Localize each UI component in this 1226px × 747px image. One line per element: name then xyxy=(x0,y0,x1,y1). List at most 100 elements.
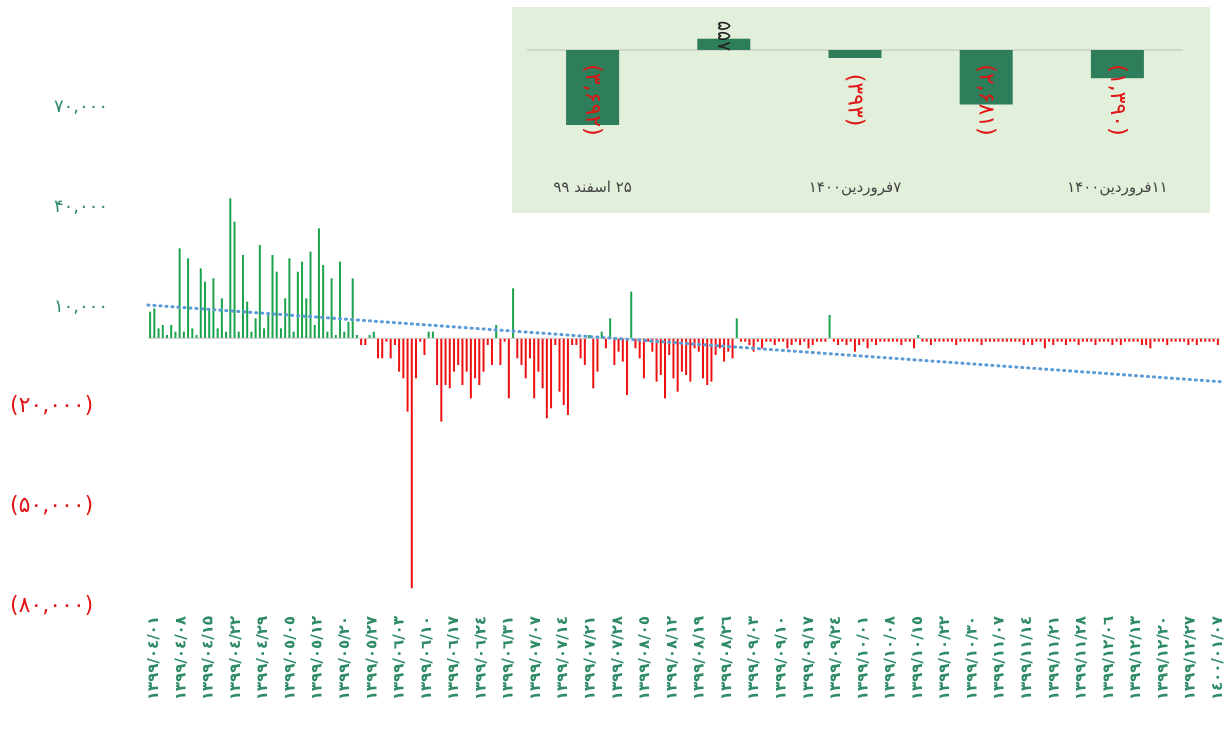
bar xyxy=(1132,338,1135,342)
bar xyxy=(803,338,806,342)
bar xyxy=(972,338,975,342)
bar xyxy=(1140,338,1143,345)
bar xyxy=(600,331,603,339)
bar xyxy=(828,315,831,339)
bar xyxy=(917,335,920,339)
bar xyxy=(469,338,472,399)
bar xyxy=(617,338,620,352)
x-tick-label: ۱۳۹۹/۰۹/۱۷ xyxy=(799,616,817,700)
inset-x-label: ۲۵ اسفند ۹۹ xyxy=(553,178,632,196)
bar xyxy=(465,338,468,372)
bar xyxy=(263,328,266,339)
bar xyxy=(351,278,354,339)
bar xyxy=(309,251,312,339)
bar xyxy=(621,338,624,362)
bar xyxy=(879,338,882,342)
bar xyxy=(1005,338,1008,342)
bar xyxy=(604,338,607,349)
bar xyxy=(427,331,430,339)
y-tick-label: (۵۰,۰۰۰) xyxy=(10,493,93,518)
bar xyxy=(1035,338,1038,342)
y-tick-label: (۸۰,۰۰۰) xyxy=(10,593,93,618)
bar xyxy=(339,261,342,339)
bar xyxy=(588,335,591,339)
bar xyxy=(203,281,206,339)
bar xyxy=(1048,338,1051,342)
bar xyxy=(448,338,451,389)
bar xyxy=(271,255,274,339)
bar xyxy=(689,338,692,382)
inset-x-label: ۷فروردین۱۴۰۰ xyxy=(809,178,902,196)
bar xyxy=(461,338,464,385)
bar xyxy=(1208,338,1211,342)
bar xyxy=(301,261,304,339)
bar xyxy=(1178,338,1181,342)
bar xyxy=(237,331,240,339)
bar xyxy=(773,338,776,345)
x-tick-label: ۱۳۹۹/۰٤/۰۱ xyxy=(144,616,162,700)
bar xyxy=(929,338,932,345)
inset-bar xyxy=(566,50,620,125)
bar xyxy=(1174,338,1177,342)
bar xyxy=(723,338,726,362)
bar xyxy=(706,338,709,385)
bar xyxy=(457,338,460,365)
bar xyxy=(841,338,844,342)
bar xyxy=(334,335,337,339)
bar xyxy=(710,338,713,382)
trendline xyxy=(146,303,1222,384)
bar xyxy=(875,338,878,345)
bar xyxy=(976,338,979,342)
bar xyxy=(769,338,772,342)
bar xyxy=(1149,338,1152,349)
y-tick-label: ۱۰,۰۰۰ xyxy=(54,296,108,317)
x-tick-label: ۱۳۹۹/۰۸/۱۹ xyxy=(690,616,708,700)
bar xyxy=(1119,338,1122,345)
bar xyxy=(250,331,253,339)
bar xyxy=(313,325,316,339)
bar xyxy=(1204,338,1207,342)
bar xyxy=(1073,338,1076,342)
bar xyxy=(1043,338,1046,349)
bar xyxy=(512,288,515,339)
bar xyxy=(326,331,329,339)
bar xyxy=(1056,338,1059,342)
bar xyxy=(638,338,641,359)
x-tick-label: ۱۳۹۹/۰۷/۰۷ xyxy=(526,616,544,700)
bar xyxy=(389,338,392,359)
bar xyxy=(963,338,966,342)
x-tick-label: ۱۳۹۹/۱۱/۲۸ xyxy=(1072,616,1090,700)
x-tick-label: ۱۳۹۹/۱۱/۱٤ xyxy=(1017,616,1035,700)
bar xyxy=(925,338,928,342)
bar xyxy=(1018,338,1021,342)
bar xyxy=(241,255,244,339)
bar xyxy=(410,338,413,589)
bar xyxy=(1052,338,1055,345)
bar xyxy=(921,338,924,342)
bar xyxy=(904,338,907,342)
bar xyxy=(355,335,358,339)
bar xyxy=(862,338,865,342)
bar xyxy=(149,311,152,339)
bar xyxy=(642,338,645,379)
bar xyxy=(934,338,937,342)
bar xyxy=(415,338,417,379)
inset-data-label: (۱,۳۹۰) xyxy=(1105,64,1130,135)
bar xyxy=(398,338,401,372)
bar xyxy=(1060,338,1063,342)
bar xyxy=(900,338,903,345)
bar xyxy=(1026,338,1029,342)
bar xyxy=(360,338,363,345)
bar xyxy=(452,338,455,372)
x-tick-label: ۱۳۹۹/۰٦/۰۳ xyxy=(390,616,408,700)
bar xyxy=(980,338,983,345)
bar xyxy=(364,338,367,345)
bar xyxy=(680,338,683,372)
x-tick-label: ۱۳۹۹/۱۱/۰۷ xyxy=(990,616,1008,700)
bar xyxy=(997,338,1000,342)
bar xyxy=(1094,338,1097,345)
inset-bar xyxy=(1090,50,1144,79)
x-tick-label: ۱۳۹۹/۰۷/۲۸ xyxy=(608,616,626,700)
x-tick-label: ۱۳۹۹/۱۰/۰۱ xyxy=(853,616,871,700)
